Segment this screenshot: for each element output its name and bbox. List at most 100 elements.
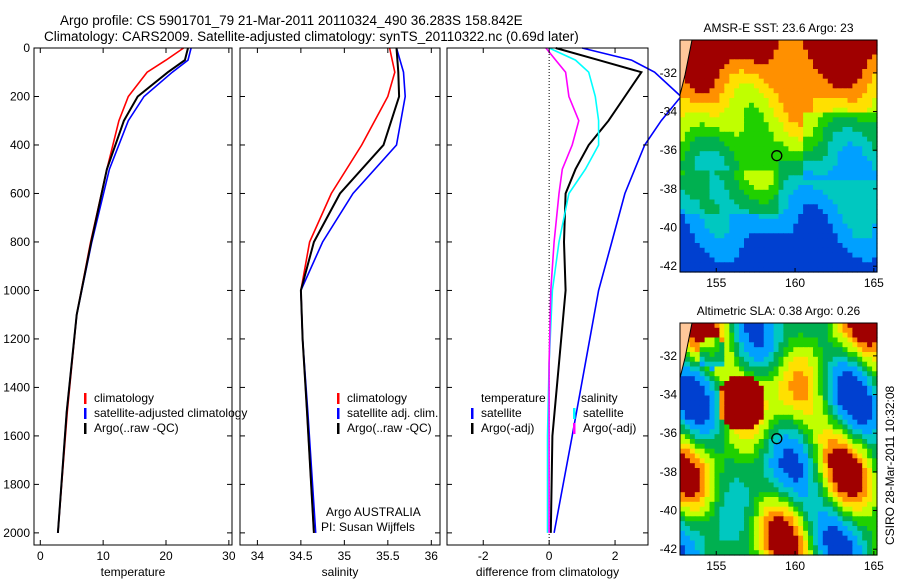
map-cell xyxy=(847,458,853,464)
map-cell xyxy=(699,323,706,329)
map-cell xyxy=(709,73,715,80)
map-cell xyxy=(689,337,696,343)
map-cell xyxy=(837,73,844,80)
map-cell xyxy=(773,122,780,128)
y-tick-label: 1600 xyxy=(3,429,30,443)
map-cell xyxy=(753,185,760,191)
map-cell xyxy=(842,73,848,80)
map-cell xyxy=(857,410,863,416)
map-cell xyxy=(739,550,745,556)
map-cell xyxy=(867,439,873,445)
map-cell xyxy=(827,482,834,488)
map-cell xyxy=(714,54,720,60)
map-cell xyxy=(709,83,715,89)
map-cell xyxy=(778,458,784,464)
map-cell xyxy=(872,59,878,65)
map-cell xyxy=(709,429,715,435)
map-cell xyxy=(744,453,750,459)
map-cell xyxy=(724,545,730,551)
map-cell xyxy=(768,366,775,372)
series-line-temperature-satellite xyxy=(553,47,683,534)
map-cell xyxy=(862,472,868,479)
map-cell xyxy=(709,112,715,118)
map-cell xyxy=(694,521,701,527)
map-cell xyxy=(788,327,794,334)
map-cell xyxy=(857,356,863,363)
map-cell xyxy=(699,102,706,109)
map-cell xyxy=(832,323,839,329)
map-cell xyxy=(758,69,765,75)
map-cell xyxy=(768,405,775,411)
map-cell xyxy=(778,189,784,196)
map-cell xyxy=(798,439,804,445)
map-cell xyxy=(847,223,853,230)
map-cell xyxy=(709,410,715,416)
map-cell xyxy=(857,376,863,382)
map-cell xyxy=(852,151,858,157)
legend-panel-3: temperature salinitysatelliteArgo(-adj)sa… xyxy=(471,391,636,435)
map-cell xyxy=(872,482,878,488)
map-cell xyxy=(867,477,873,484)
map-cell xyxy=(724,243,730,249)
map-cell xyxy=(788,98,794,104)
y-tick-label: -34 xyxy=(660,388,678,402)
map-cell xyxy=(778,492,784,498)
map-cell xyxy=(842,545,848,551)
map-cell xyxy=(739,487,745,493)
map-cell xyxy=(734,550,740,556)
map-cell xyxy=(734,131,740,138)
map-cell xyxy=(763,59,770,65)
map-cell xyxy=(852,199,858,205)
map-cell xyxy=(837,228,844,234)
map-cell xyxy=(749,218,755,225)
map-cell xyxy=(694,151,701,157)
map-cell xyxy=(817,136,824,143)
map-cell xyxy=(709,69,715,75)
map-cell xyxy=(689,122,696,128)
map-cell xyxy=(827,439,834,445)
map-cell xyxy=(788,228,794,234)
map-cell xyxy=(704,151,711,157)
map-cell xyxy=(689,223,696,230)
map-cell xyxy=(857,540,863,546)
map-cell xyxy=(832,530,839,537)
map-cell xyxy=(684,170,691,176)
map-cell xyxy=(734,521,740,527)
map-cell xyxy=(793,376,799,382)
map-cell xyxy=(867,170,873,176)
map-cell xyxy=(872,458,878,464)
map-cell xyxy=(867,463,873,469)
map-cell xyxy=(773,194,780,201)
map-cell xyxy=(857,267,863,273)
map-cell xyxy=(753,511,760,517)
map-cell xyxy=(827,209,834,215)
map-cell xyxy=(783,141,789,147)
map-cell xyxy=(724,530,730,537)
map-cell xyxy=(714,112,720,118)
map-cell xyxy=(704,98,711,104)
map-cell xyxy=(704,112,711,118)
map-cell xyxy=(788,204,794,210)
map-cell xyxy=(753,414,760,421)
map-cell xyxy=(714,102,720,109)
map-cell xyxy=(822,218,829,225)
map-cell xyxy=(798,98,804,104)
map-cell xyxy=(842,327,848,334)
map-cell xyxy=(842,257,848,263)
map-cell xyxy=(837,112,844,118)
map-cell xyxy=(714,332,720,339)
map-cell xyxy=(729,356,735,363)
map-cell xyxy=(699,146,706,152)
map-cell xyxy=(699,405,706,411)
map-cell xyxy=(832,448,839,455)
map-cell xyxy=(798,390,804,397)
map-cell xyxy=(793,400,799,406)
map-cell xyxy=(862,194,868,201)
map-cell xyxy=(783,267,789,273)
map-cell xyxy=(827,497,834,503)
map-cell xyxy=(778,463,784,469)
map-cell xyxy=(837,419,844,426)
map-cell xyxy=(680,405,686,411)
map-cell xyxy=(822,151,829,157)
map-cell xyxy=(724,405,730,411)
